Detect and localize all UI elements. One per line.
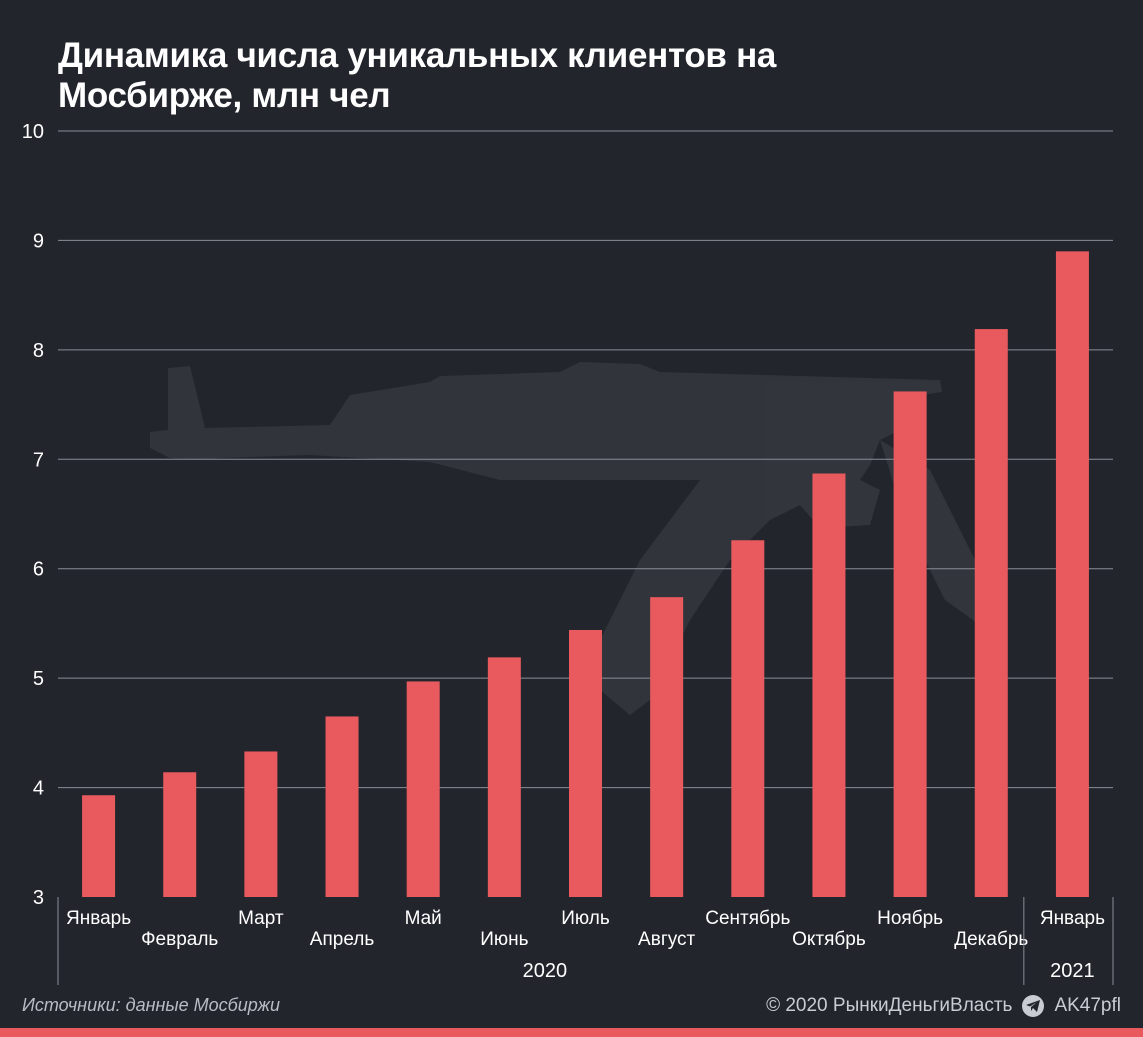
footer-credits: © 2020 РынкиДеньгиВласть AK47pfl (766, 995, 1121, 1017)
x-tick-label: Январь (1040, 908, 1105, 929)
bottom-accent-strip (0, 1028, 1143, 1037)
y-tick-label: 8 (33, 340, 44, 362)
bar (244, 751, 278, 897)
bar (82, 795, 116, 897)
bar (650, 597, 684, 897)
bar (569, 629, 602, 897)
y-tick-label: 3 (33, 887, 44, 909)
x-tick-label: Декабрь (954, 929, 1028, 950)
telegram-icon (1022, 995, 1045, 1017)
y-tick-label: 6 (33, 559, 44, 581)
bars (82, 251, 1089, 898)
bar (487, 657, 521, 897)
x-tick-label: Март (238, 908, 284, 929)
x-tick-label: Октябрь (792, 929, 866, 950)
bar (406, 681, 440, 897)
source-note: Источники: данные Мосбиржи (22, 995, 280, 1015)
bar (1055, 251, 1089, 897)
year-label: 2020 (523, 960, 568, 982)
channel-name[interactable]: AK47pfl (1054, 995, 1121, 1016)
bar (325, 716, 359, 897)
y-tick-labels: 3 4 5 6 7 8 9 10 (22, 121, 44, 909)
x-tick-label: Сентябрь (705, 908, 790, 929)
rifle-watermark-icon (150, 362, 980, 715)
bar (974, 329, 1008, 898)
y-tick-label: 7 (33, 449, 44, 471)
x-tick-label: Февраль (141, 929, 218, 950)
copyright-text: © 2020 РынкиДеньгиВласть (766, 995, 1013, 1016)
grid-lines (58, 130, 1113, 789)
y-tick-label: 9 (33, 230, 44, 252)
x-tick-label: Июнь (480, 929, 528, 950)
year-groups: 2020 2021 (57, 897, 1114, 985)
bar (893, 391, 927, 897)
y-tick-label: 4 (33, 778, 44, 800)
x-tick-label: Август (638, 929, 695, 950)
chart-title: Динамика числа уникальных клиентов на Мо… (58, 36, 777, 115)
x-tick-label: Январь (66, 908, 131, 929)
y-tick-label: 10 (22, 121, 44, 143)
bar (163, 772, 197, 897)
bar (731, 540, 765, 897)
year-label: 2021 (1050, 960, 1095, 982)
x-tick-label: Май (405, 908, 442, 929)
bar (812, 473, 846, 897)
x-tick-label: Апрель (310, 929, 375, 950)
x-tick-label: Ноябрь (877, 908, 943, 929)
x-tick-labels: Январь Февраль Март Апрель Май Июнь Июль Август… (66, 908, 1105, 950)
y-tick-label: 5 (33, 668, 44, 690)
x-tick-label: Июль (561, 908, 610, 929)
